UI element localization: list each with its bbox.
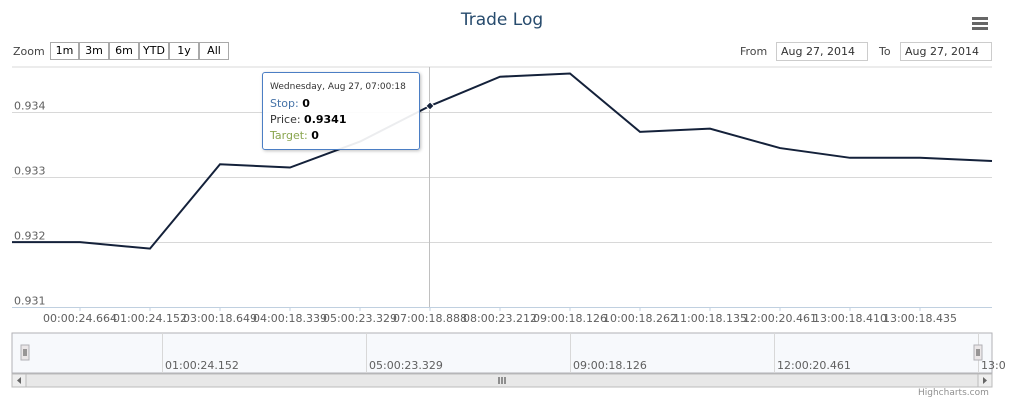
zoom-button-1y[interactable]: 1y — [169, 42, 199, 60]
y-axis: 0.931 0.932 0.933 0.934 — [14, 100, 46, 308]
navigator-label: 01:00:24.152 — [165, 359, 239, 372]
x-tick-label: 09:00:18.126 — [533, 312, 607, 325]
x-tick-label: 00:00:24.664 — [43, 312, 117, 325]
data-point — [847, 155, 853, 161]
from-label: From — [740, 45, 768, 58]
scrollbar[interactable] — [11, 373, 993, 388]
grid — [12, 66, 992, 308]
tooltip-stop-label: Stop: — [270, 97, 299, 110]
data-point — [917, 155, 923, 161]
x-tick-label: 05:00:23.329 — [323, 312, 397, 325]
data-point — [637, 129, 643, 135]
x-tick-label: 07:00:18.888 — [393, 312, 467, 325]
zoom-button-1m[interactable]: 1m — [50, 42, 79, 60]
navigator-label: 05:00:23.329 — [369, 359, 443, 372]
tooltip: Wednesday, Aug 27, 07:00:18 Stop: 0 Pric… — [262, 72, 420, 150]
y-tick-label: 0.933 — [14, 165, 46, 178]
navigator-left-handle[interactable] — [20, 344, 30, 361]
zoom-label: Zoom — [13, 45, 45, 58]
from-date-input[interactable]: Aug 27, 2014 — [776, 42, 868, 61]
navigator[interactable]: 01:00:24.152 05:00:23.329 09:00:18.126 12:0… — [11, 332, 1006, 388]
x-tick-label: 10:00:18.262 — [603, 312, 677, 325]
navigator-label: 13:0 — [981, 359, 1006, 372]
x-tick-label: 01:00:24.152 — [113, 312, 187, 325]
data-point — [217, 161, 223, 167]
tooltip-price-label: Price: — [270, 113, 301, 126]
x-tick-label: 08:00:23.212 — [463, 312, 537, 325]
zoom-button-ytd[interactable]: YTD — [139, 42, 169, 60]
data-point — [77, 239, 83, 245]
y-tick-label: 0.931 — [14, 295, 46, 308]
x-tick-label: 03:00:18.649 — [183, 312, 257, 325]
x-tick-label: 13:00:18.435 — [883, 312, 957, 325]
data-point — [777, 145, 783, 151]
tooltip-target-value: 0 — [311, 129, 319, 142]
to-date-input[interactable]: Aug 27, 2014 — [900, 42, 992, 61]
x-axis: 00:00:24.66401:00:24.15203:00:18.64904:0… — [43, 307, 957, 325]
zoom-button-all[interactable]: All — [199, 42, 229, 60]
y-tick-label: 0.934 — [14, 100, 46, 113]
x-tick-label: 04:00:18.339 — [253, 312, 327, 325]
highlighted-point-marker — [425, 101, 435, 111]
x-tick-label: 12:00:20.461 — [743, 312, 817, 325]
tooltip-date: Wednesday, Aug 27, 07:00:18 — [270, 82, 406, 92]
price-series-points — [77, 70, 923, 252]
data-point — [707, 126, 713, 132]
x-tick-label: 11:00:18.135 — [673, 312, 747, 325]
tooltip-stop-value: 0 — [302, 97, 310, 110]
navigator-label: 12:00:20.461 — [777, 359, 851, 372]
data-point — [287, 165, 293, 171]
navigator-mask — [11, 332, 993, 374]
scroll-right-icon — [983, 377, 987, 384]
y-tick-label: 0.932 — [14, 230, 46, 243]
zoom-button-3m[interactable]: 3m — [79, 42, 109, 60]
price-series-line — [12, 72, 993, 250]
tooltip-target-label: Target: — [270, 129, 308, 142]
scroll-left-icon — [17, 377, 21, 384]
menu-icon[interactable] — [970, 14, 992, 32]
data-point — [497, 74, 503, 80]
tooltip-price-value: 0.9341 — [304, 113, 347, 126]
navigator-right-handle[interactable] — [973, 344, 983, 361]
navigator-label: 09:00:18.126 — [573, 359, 647, 372]
x-tick-label: 13:00:18.410 — [813, 312, 887, 325]
zoom-button-6m[interactable]: 6m — [109, 42, 139, 60]
chart-title: Trade Log — [460, 10, 544, 30]
data-point — [147, 246, 153, 252]
credits-link[interactable]: Highcharts.com — [918, 388, 989, 398]
data-point — [567, 70, 573, 76]
to-label: To — [879, 45, 891, 58]
